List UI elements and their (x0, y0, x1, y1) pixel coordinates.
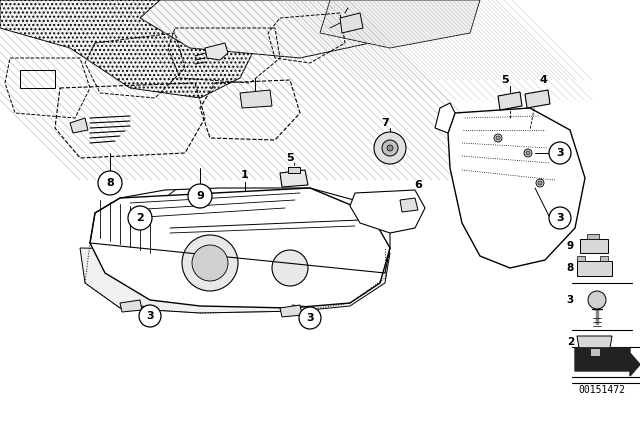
Polygon shape (435, 103, 455, 133)
Text: 00151472: 00151472 (579, 385, 625, 395)
Polygon shape (498, 92, 522, 110)
Circle shape (496, 136, 500, 140)
Text: 3: 3 (146, 311, 154, 321)
Text: 9: 9 (567, 241, 574, 251)
Text: 5: 5 (501, 75, 509, 85)
Bar (580, 239, 608, 253)
Circle shape (588, 291, 606, 309)
Polygon shape (448, 108, 585, 268)
Text: 2: 2 (136, 213, 144, 223)
Polygon shape (240, 90, 272, 108)
Polygon shape (340, 13, 363, 33)
Polygon shape (205, 43, 228, 60)
Bar (577, 256, 585, 261)
Text: 9: 9 (196, 191, 204, 201)
Polygon shape (80, 248, 390, 313)
Bar (590, 348, 600, 356)
Circle shape (299, 307, 321, 329)
Circle shape (387, 145, 393, 151)
Bar (600, 256, 608, 261)
Circle shape (524, 149, 532, 157)
Text: 8: 8 (567, 263, 574, 273)
Polygon shape (320, 0, 480, 48)
Circle shape (192, 245, 228, 281)
Polygon shape (577, 336, 612, 348)
Circle shape (549, 142, 571, 164)
Text: 3: 3 (556, 148, 564, 158)
Circle shape (182, 235, 238, 291)
Text: 7: 7 (381, 118, 389, 128)
Circle shape (98, 171, 122, 195)
Text: 6: 6 (414, 180, 422, 190)
Text: 3: 3 (567, 295, 574, 305)
Bar (20, 70, 55, 88)
Circle shape (549, 207, 571, 229)
Text: 3: 3 (306, 313, 314, 323)
Circle shape (526, 151, 530, 155)
Text: 5: 5 (286, 153, 294, 163)
Text: 2: 2 (567, 337, 574, 347)
Text: 3: 3 (556, 213, 564, 223)
Circle shape (128, 206, 152, 230)
Circle shape (536, 179, 544, 187)
Polygon shape (525, 90, 550, 108)
Text: 1: 1 (241, 170, 249, 180)
Polygon shape (400, 198, 418, 212)
Circle shape (272, 250, 308, 286)
Polygon shape (90, 188, 390, 308)
Polygon shape (280, 305, 302, 317)
Bar (577, 261, 612, 276)
Circle shape (139, 305, 161, 327)
Circle shape (494, 134, 502, 142)
Text: 4: 4 (539, 75, 547, 85)
Polygon shape (70, 118, 88, 133)
Polygon shape (120, 300, 142, 312)
Bar (587, 234, 599, 239)
Polygon shape (0, 0, 260, 98)
Polygon shape (280, 170, 308, 187)
Circle shape (374, 132, 406, 164)
Bar (288, 167, 300, 173)
Circle shape (382, 140, 398, 156)
Polygon shape (140, 0, 450, 58)
Text: 8: 8 (106, 178, 114, 188)
Circle shape (188, 184, 212, 208)
Polygon shape (350, 190, 425, 233)
Polygon shape (575, 348, 640, 376)
Circle shape (538, 181, 542, 185)
